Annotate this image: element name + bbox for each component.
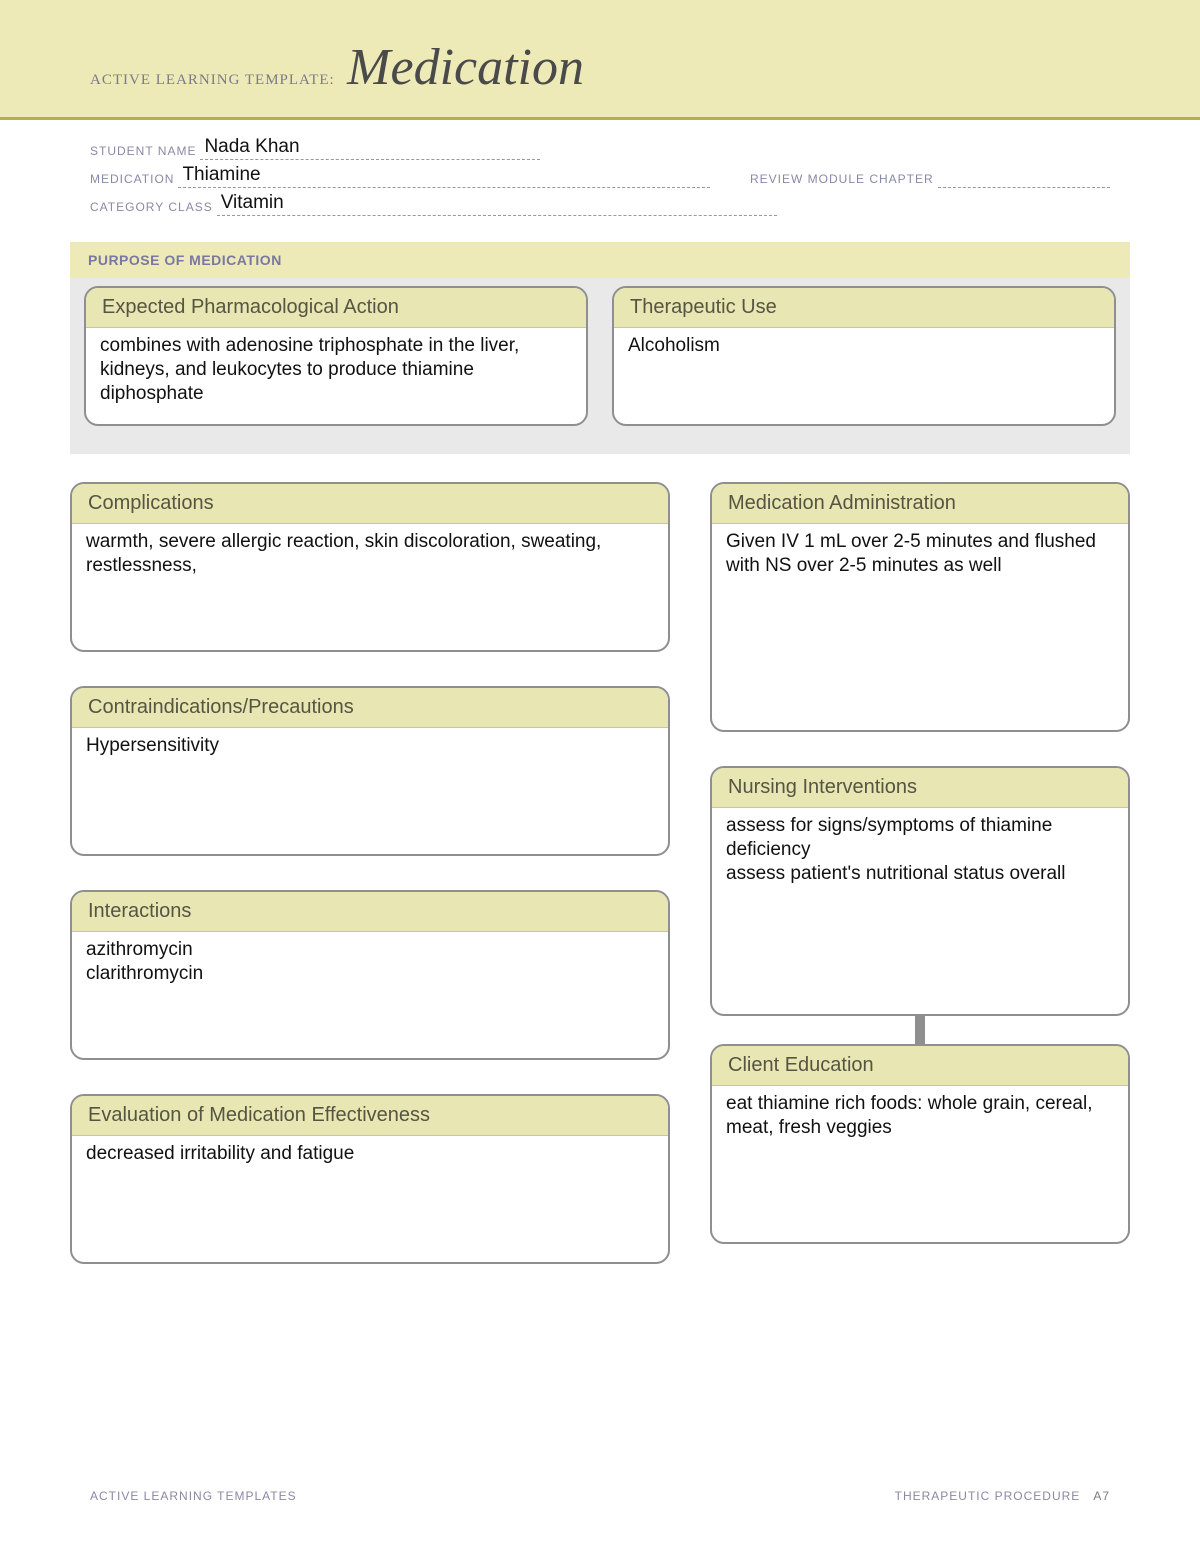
- box-therapeutic: Therapeutic Use Alcoholism: [612, 286, 1116, 426]
- admin-body: Given IV 1 mL over 2-5 minutes and flush…: [712, 524, 1128, 730]
- contra-body: Hypersensitivity: [72, 728, 668, 854]
- eval-title: Evaluation of Medication Effectiveness: [72, 1096, 668, 1136]
- footer-page: A7: [1093, 1489, 1110, 1503]
- therapeutic-title: Therapeutic Use: [614, 288, 1114, 328]
- field-student-name: STUDENT NAME Nada Khan: [90, 138, 1110, 160]
- columns: Complications warmth, severe allergic re…: [70, 482, 1130, 1264]
- template-title: Medication: [347, 39, 584, 96]
- therapeutic-body: Alcoholism: [614, 328, 1114, 424]
- header-inner: ACTIVE LEARNING TEMPLATE: Medication: [90, 38, 584, 97]
- nursing-body: assess for signs/symptoms of thiamine de…: [712, 808, 1128, 1014]
- admin-title: Medication Administration: [712, 484, 1128, 524]
- box-complications: Complications warmth, severe allergic re…: [70, 482, 670, 652]
- medication-value: Thiamine: [182, 164, 260, 186]
- contra-title: Contraindications/Precautions: [72, 688, 668, 728]
- box-contra: Contraindications/Precautions Hypersensi…: [70, 686, 670, 856]
- footer-right-text: THERAPEUTIC PROCEDURE: [895, 1489, 1081, 1503]
- pharm-action-body: combines with adenosine triphosphate in …: [86, 328, 586, 424]
- template-label: ACTIVE LEARNING TEMPLATE:: [90, 72, 335, 88]
- category-value: Vitamin: [221, 192, 284, 214]
- field-category: CATEGORY CLASS Vitamin: [90, 194, 1110, 216]
- connector: [915, 1016, 925, 1044]
- header-band: ACTIVE LEARNING TEMPLATE: Medication: [0, 0, 1200, 120]
- box-eval: Evaluation of Medication Effectiveness d…: [70, 1094, 670, 1264]
- review-line: [938, 166, 1110, 188]
- medication-line: Thiamine: [178, 166, 710, 188]
- client-body: eat thiamine rich foods: whole grain, ce…: [712, 1086, 1128, 1242]
- purpose-wrap: Expected Pharmacological Action combines…: [70, 278, 1130, 454]
- footer: ACTIVE LEARNING TEMPLATES THERAPEUTIC PR…: [90, 1489, 1110, 1503]
- footer-right: THERAPEUTIC PROCEDURE A7: [895, 1489, 1110, 1503]
- box-interactions: Interactions azithromycin clarithromycin: [70, 890, 670, 1060]
- box-nursing: Nursing Interventions assess for signs/s…: [710, 766, 1130, 1016]
- eval-body: decreased irritability and fatigue: [72, 1136, 668, 1262]
- footer-left: ACTIVE LEARNING TEMPLATES: [90, 1489, 297, 1503]
- interactions-title: Interactions: [72, 892, 668, 932]
- pharm-action-title: Expected Pharmacological Action: [86, 288, 586, 328]
- client-title: Client Education: [712, 1046, 1128, 1086]
- student-name-line: Nada Khan: [200, 138, 540, 160]
- nursing-title: Nursing Interventions: [712, 768, 1128, 808]
- spacer: [710, 732, 1130, 766]
- purpose-section-title: PURPOSE OF MEDICATION: [70, 242, 1130, 278]
- category-line: Vitamin: [217, 194, 777, 216]
- box-pharm-action: Expected Pharmacological Action combines…: [84, 286, 588, 426]
- form-fields: STUDENT NAME Nada Khan MEDICATION Thiami…: [0, 120, 1200, 232]
- box-admin: Medication Administration Given IV 1 mL …: [710, 482, 1130, 732]
- box-client: Client Education eat thiamine rich foods…: [710, 1044, 1130, 1244]
- left-column: Complications warmth, severe allergic re…: [70, 482, 670, 1264]
- right-column: Medication Administration Given IV 1 mL …: [710, 482, 1130, 1264]
- complications-body: warmth, severe allergic reaction, skin d…: [72, 524, 668, 650]
- field-medication: MEDICATION Thiamine: [90, 166, 710, 188]
- category-label: CATEGORY CLASS: [90, 200, 213, 216]
- complications-title: Complications: [72, 484, 668, 524]
- student-name-value: Nada Khan: [204, 136, 299, 158]
- student-name-label: STUDENT NAME: [90, 144, 196, 160]
- field-review: REVIEW MODULE CHAPTER: [750, 166, 1110, 188]
- interactions-body: azithromycin clarithromycin: [72, 932, 668, 1058]
- review-label: REVIEW MODULE CHAPTER: [750, 172, 934, 188]
- medication-label: MEDICATION: [90, 172, 174, 188]
